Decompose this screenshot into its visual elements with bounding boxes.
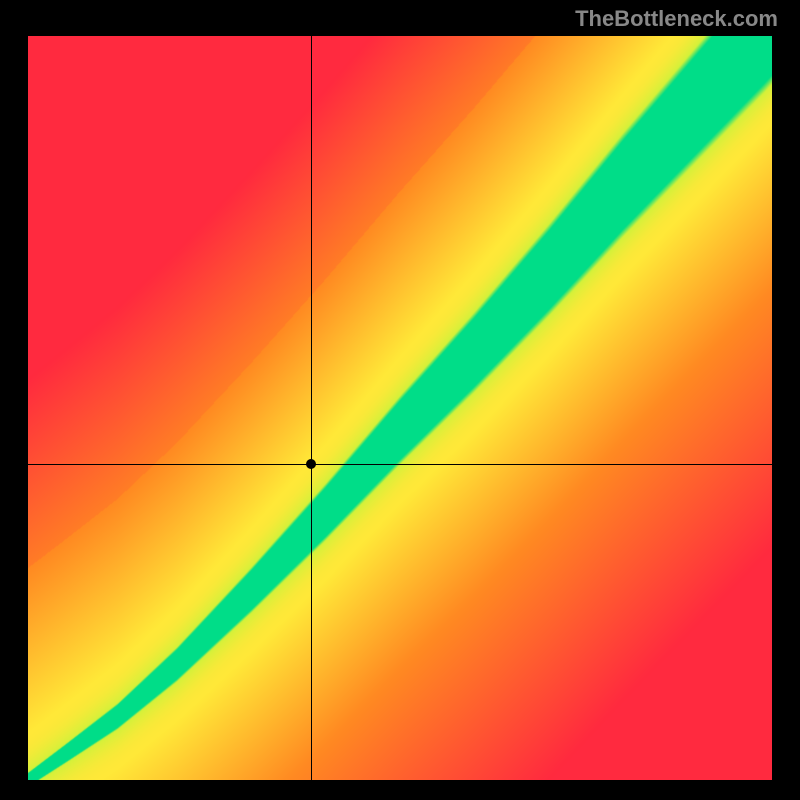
heatmap-canvas: [28, 36, 772, 780]
crosshair-horizontal: [28, 464, 772, 465]
heatmap-plot: [28, 36, 772, 780]
crosshair-marker: [306, 459, 316, 469]
crosshair-vertical: [311, 36, 312, 780]
chart-container: TheBottleneck.com: [0, 0, 800, 800]
watermark-text: TheBottleneck.com: [575, 6, 778, 32]
